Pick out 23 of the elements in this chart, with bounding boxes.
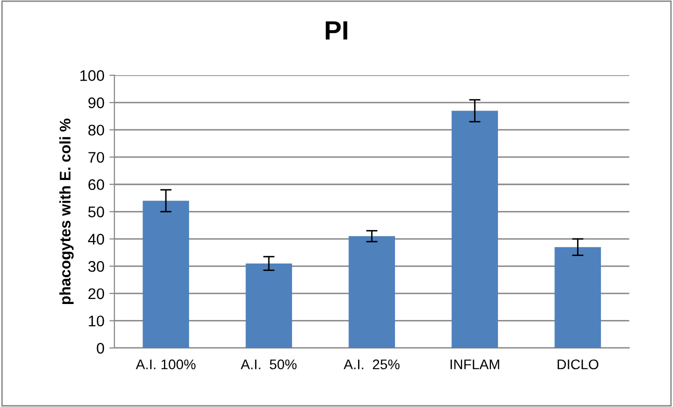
y-axis-title: phacogytes with E. coli % [59,118,74,304]
y-tick-label: 40 [88,234,104,245]
bar [452,110,498,348]
y-tick-label: 30 [88,261,104,272]
y-tick-label: 20 [88,288,104,300]
bar [348,236,395,348]
bar [142,200,190,348]
bar [554,247,601,348]
y-tick-label: 70 [88,152,104,163]
y-tick-label: 100 [80,70,104,81]
y-tick-label: 60 [88,179,104,190]
x-tick-label: A.I. 100% [136,359,196,370]
x-tick-label: A.I. 25% [344,359,400,370]
x-tick-label: DICLO [558,359,598,370]
chart-title: PI [326,21,348,40]
y-tick-label: 80 [88,124,104,136]
y-tick-label: 50 [88,206,104,218]
y-tick-label: 90 [88,97,104,108]
y-tick-label: 0 [96,342,104,354]
x-tick-label: A.I. 50% [240,359,297,370]
y-tick-label: 10 [88,316,104,326]
bar [246,263,292,348]
x-tick-label: INFLAM [450,360,500,370]
